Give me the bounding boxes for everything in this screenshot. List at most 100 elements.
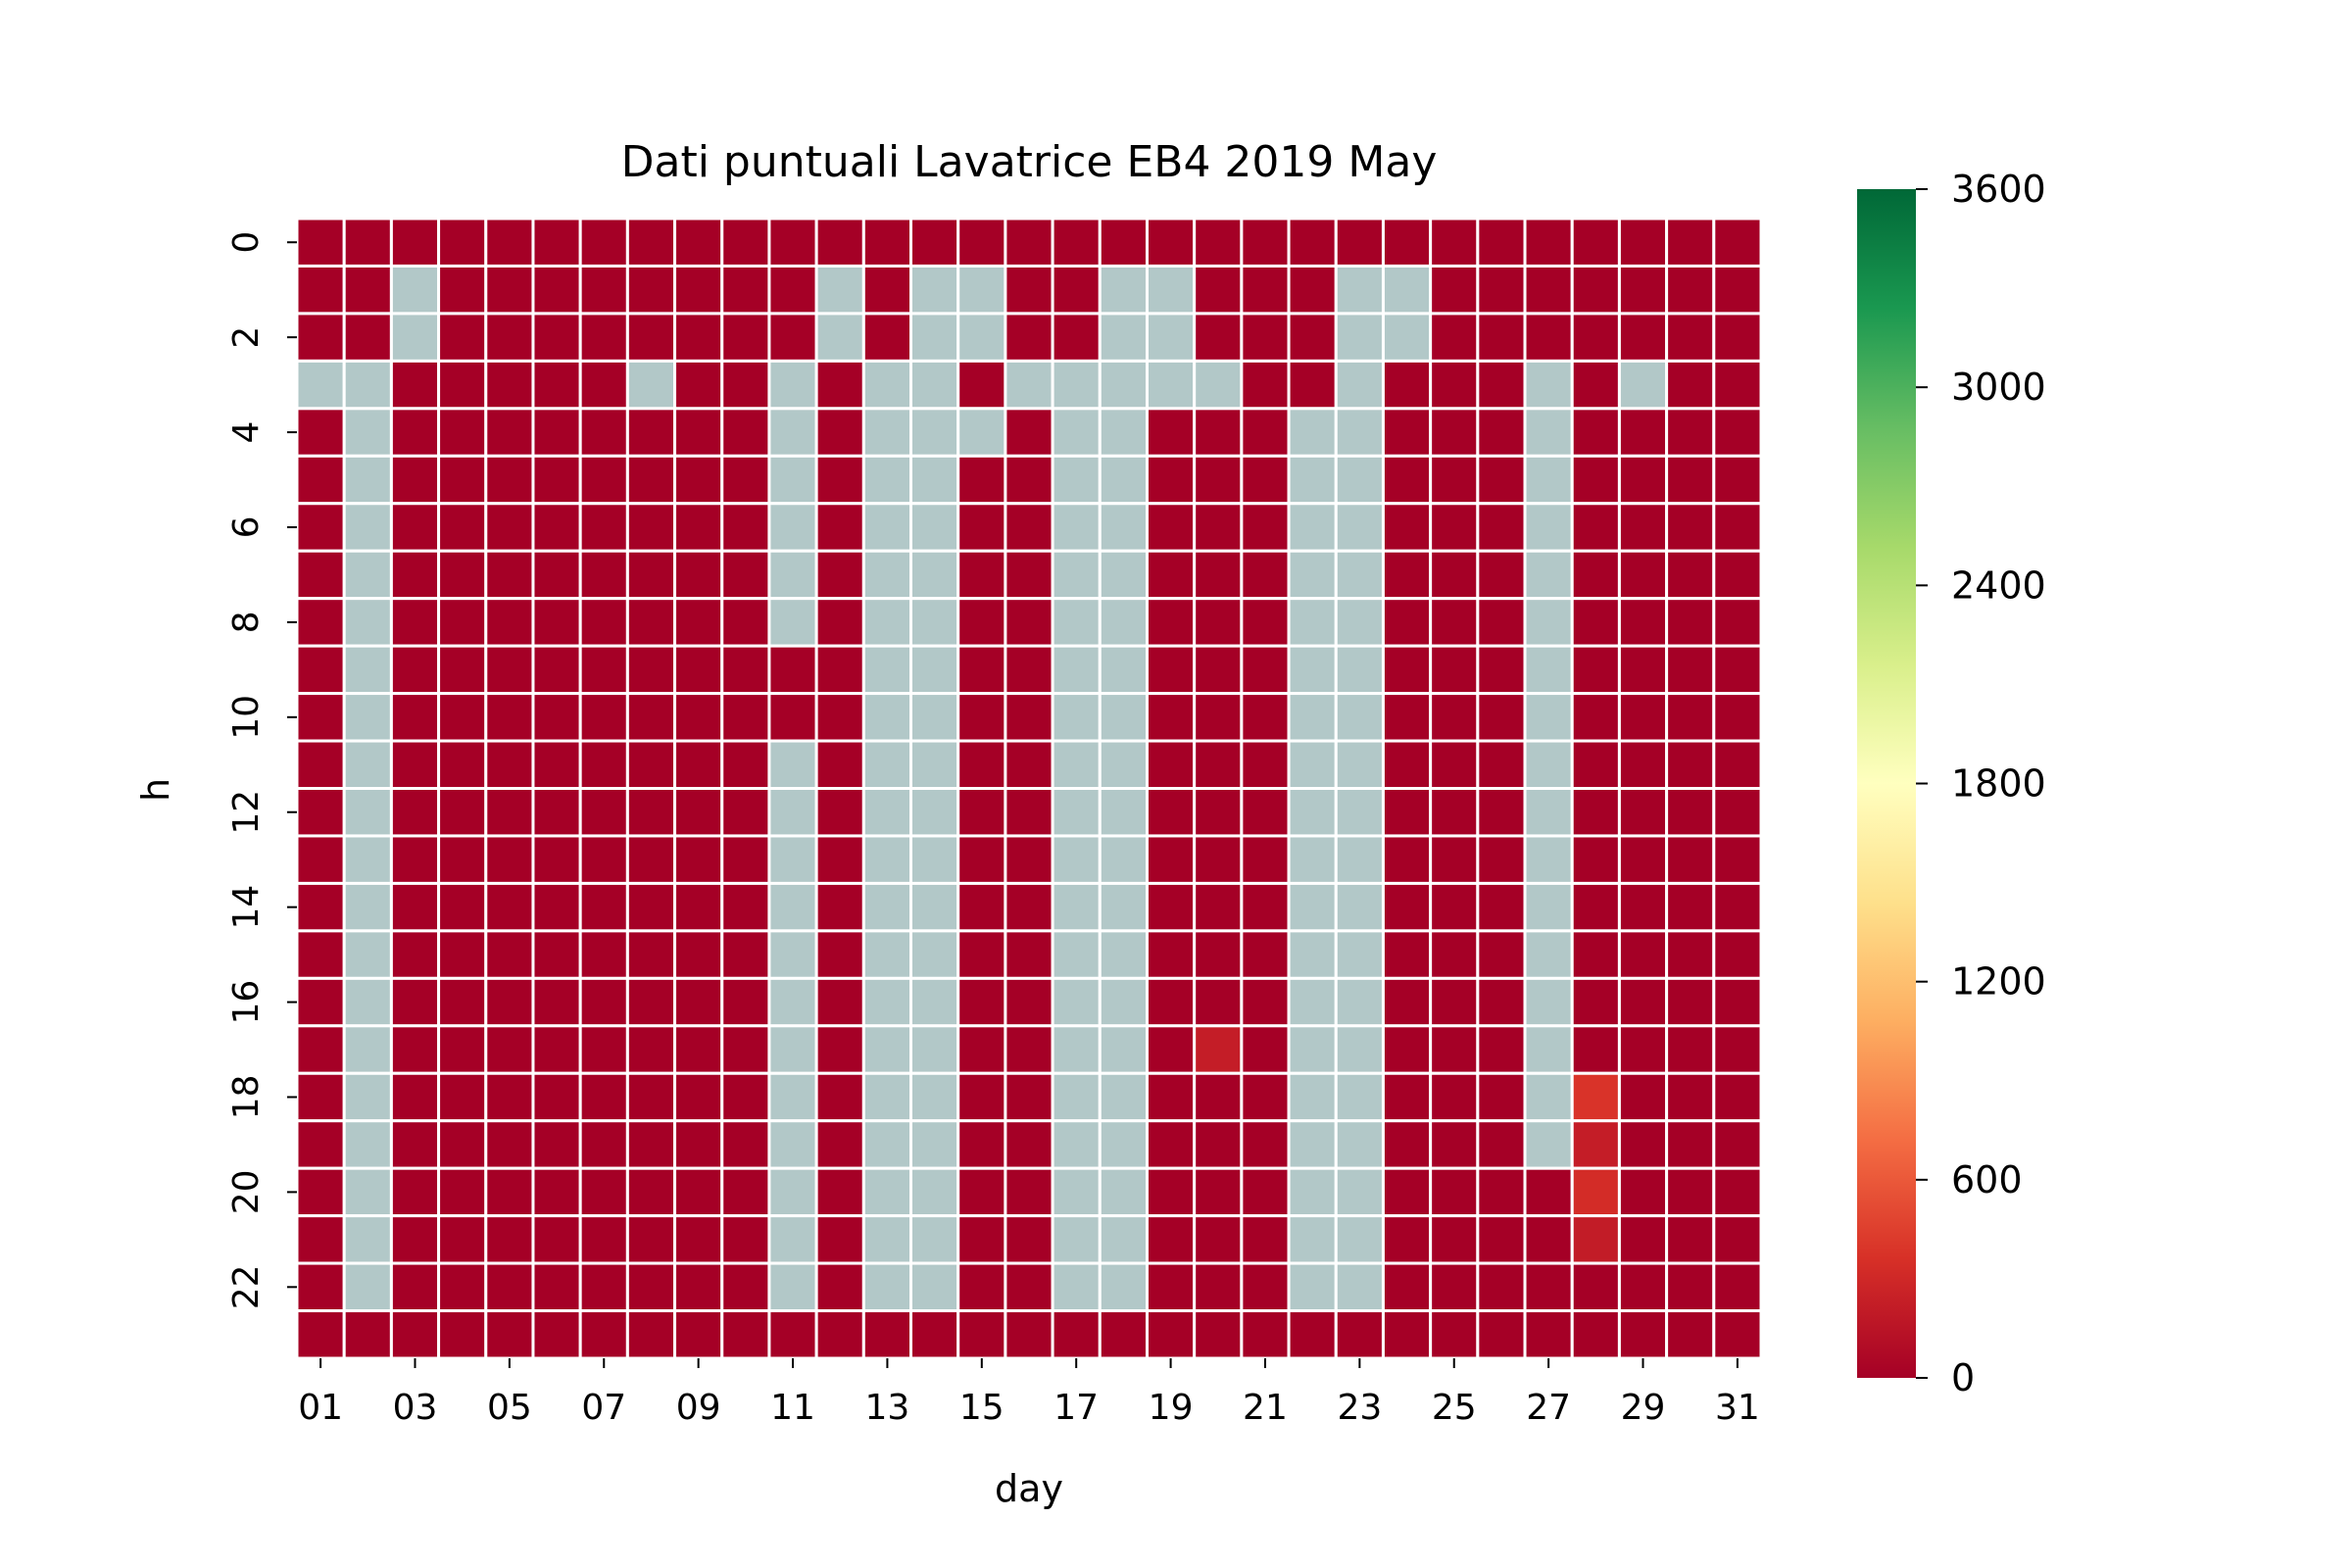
heatmap-cell xyxy=(1570,312,1621,363)
heatmap-cell xyxy=(1287,739,1338,791)
heatmap-cell xyxy=(437,407,488,458)
heatmap-cell xyxy=(861,787,913,838)
heatmap-cell xyxy=(1429,644,1480,696)
heatmap-cell xyxy=(673,217,724,268)
heatmap-cell xyxy=(389,359,441,411)
x-tick-label: 21 xyxy=(1243,1388,1288,1428)
heatmap-cell xyxy=(1712,597,1763,648)
heatmap-cell xyxy=(673,359,724,411)
heatmap-cell xyxy=(1381,1119,1433,1170)
heatmap-cell xyxy=(720,549,771,601)
heatmap-cell xyxy=(1429,1261,1480,1313)
heatmap-cell xyxy=(1240,454,1291,506)
heatmap-cell xyxy=(720,312,771,363)
heatmap-cell xyxy=(625,264,677,316)
heatmap-cell xyxy=(767,644,818,696)
heatmap-cell xyxy=(1429,1119,1480,1170)
heatmap-cell xyxy=(720,359,771,411)
heatmap-cell xyxy=(1381,881,1433,933)
heatmap-cell xyxy=(1004,881,1054,933)
heatmap-cell xyxy=(1193,549,1244,601)
heatmap-cell xyxy=(909,597,960,648)
heatmap-cell xyxy=(673,739,724,791)
heatmap-cell xyxy=(673,1071,724,1123)
heatmap-cell xyxy=(1429,1071,1480,1123)
heatmap-cell xyxy=(1004,739,1054,791)
heatmap-cell xyxy=(1145,1119,1197,1170)
heatmap-cell xyxy=(1004,1214,1054,1265)
heatmap-cell xyxy=(625,881,677,933)
heatmap-cell xyxy=(1004,976,1054,1028)
heatmap-cell xyxy=(1145,1309,1197,1360)
heatmap-cell xyxy=(531,881,582,933)
heatmap-cell xyxy=(1098,1309,1149,1360)
heatmap-cell xyxy=(484,454,535,506)
heatmap-cell xyxy=(673,407,724,458)
heatmap-cell xyxy=(295,1119,346,1170)
heatmap-cell xyxy=(1287,1309,1338,1360)
heatmap-cell xyxy=(1098,359,1149,411)
heatmap-cell xyxy=(720,644,771,696)
heatmap-cell xyxy=(484,217,535,268)
heatmap-cell xyxy=(861,597,913,648)
heatmap-cell xyxy=(1665,312,1716,363)
heatmap-cell xyxy=(1051,597,1102,648)
heatmap-cell xyxy=(578,549,629,601)
heatmap-cell xyxy=(1098,929,1149,980)
heatmap-cell xyxy=(767,1261,818,1313)
heatmap-cell xyxy=(1570,1024,1621,1075)
heatmap-cell xyxy=(1665,644,1716,696)
heatmap-cell xyxy=(484,1309,535,1360)
heatmap-cell xyxy=(1334,929,1385,980)
heatmap-cell xyxy=(484,264,535,316)
heatmap-cell xyxy=(437,264,488,316)
heatmap-cell xyxy=(1193,1309,1244,1360)
x-tick-label: 25 xyxy=(1432,1388,1477,1428)
heatmap-cell xyxy=(295,264,346,316)
heatmap-cell xyxy=(1098,976,1149,1028)
heatmap-cell xyxy=(1240,739,1291,791)
heatmap-cell xyxy=(1429,264,1480,316)
heatmap-cell xyxy=(1004,312,1054,363)
heatmap-cell xyxy=(1476,1309,1527,1360)
heatmap-cell xyxy=(1051,359,1102,411)
heatmap-cell xyxy=(1287,929,1338,980)
heatmap-cell xyxy=(1193,502,1244,553)
heatmap-cell xyxy=(531,692,582,743)
x-tick-label: 27 xyxy=(1526,1388,1571,1428)
heatmap-cell xyxy=(861,454,913,506)
heatmap-cell xyxy=(720,929,771,980)
heatmap-cell xyxy=(295,1071,346,1123)
heatmap-cell xyxy=(484,976,535,1028)
heatmap-cell xyxy=(1523,454,1574,506)
heatmap-cell xyxy=(1570,1261,1621,1313)
heatmap-cell xyxy=(342,1309,393,1360)
heatmap-cell xyxy=(1381,739,1433,791)
heatmap-cell xyxy=(1712,1309,1763,1360)
heatmap-cell xyxy=(767,1071,818,1123)
heatmap-cell xyxy=(673,1024,724,1075)
heatmap-cell xyxy=(1617,1214,1669,1265)
heatmap-cell xyxy=(1712,1071,1763,1123)
x-tick-label: 11 xyxy=(770,1388,815,1428)
heatmap-cell xyxy=(1098,692,1149,743)
heatmap-cell xyxy=(673,644,724,696)
heatmap-cell xyxy=(1429,1024,1480,1075)
heatmap-cell xyxy=(909,549,960,601)
heatmap-cell xyxy=(389,1119,441,1170)
heatmap-cell xyxy=(389,217,441,268)
heatmap-cell xyxy=(1334,359,1385,411)
heatmap-cell xyxy=(1240,1071,1291,1123)
heatmap-cell xyxy=(578,834,629,885)
heatmap-cell xyxy=(909,1261,960,1313)
heatmap-cell xyxy=(767,881,818,933)
heatmap-cell xyxy=(1287,502,1338,553)
heatmap-cell xyxy=(956,597,1007,648)
heatmap-cell xyxy=(1381,834,1433,885)
heatmap-cell xyxy=(1004,359,1054,411)
heatmap-cell xyxy=(389,502,441,553)
heatmap-cell xyxy=(767,502,818,553)
heatmap-cell xyxy=(1193,644,1244,696)
heatmap-cell xyxy=(720,1261,771,1313)
heatmap-cell xyxy=(342,407,393,458)
